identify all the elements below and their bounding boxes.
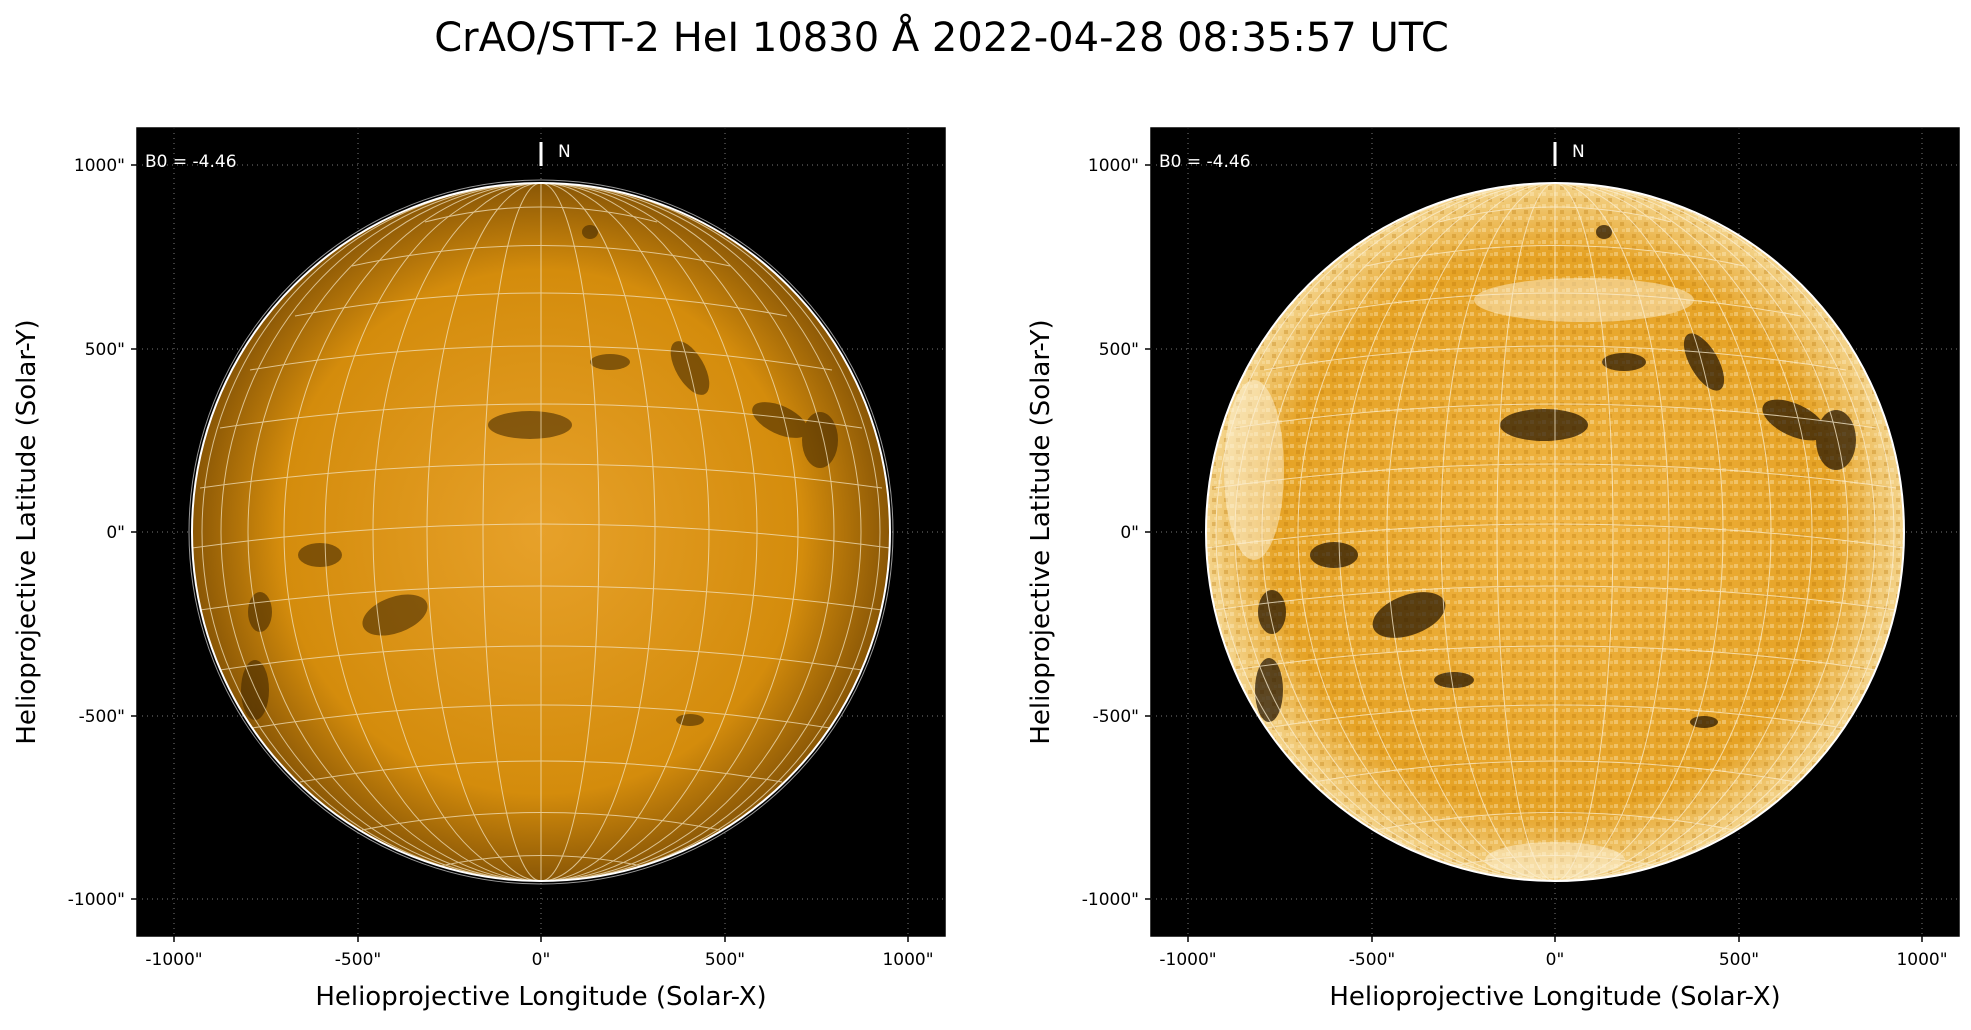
right-solar-image-panel: N B0 = -4.46 1000" 500" 0" -500" -1000" … — [1014, 0, 1971, 1026]
y-tick-label: -500" — [79, 707, 125, 727]
north-label: N — [1572, 142, 1585, 162]
y-axis — [131, 164, 137, 900]
x-tick-label: 500" — [705, 950, 745, 970]
x-tick-label: -500" — [335, 950, 381, 970]
left-solar-image-panel: N B0 = -4.46 1000" 500" 0" -500" -1000" … — [0, 0, 985, 1026]
x-tick-label: 0" — [1546, 950, 1565, 970]
limb-circle — [1205, 182, 1905, 882]
figure-title: CrAO/STT-2 HeI 10830 Å 2022-04-28 08:35:… — [434, 15, 1449, 61]
y-tick-label: 1000" — [1088, 156, 1139, 176]
y-axis-label: Helioprojective Latitude (Solar-Y) — [12, 319, 42, 744]
x-axis-label: Helioprojective Longitude (Solar-X) — [315, 982, 766, 1012]
heliographic-grid — [1206, 183, 1904, 881]
y-tick-label: 0" — [106, 523, 125, 543]
y-axis — [1145, 164, 1151, 900]
y-tick-label: 500" — [85, 340, 125, 360]
x-tick-label: 0" — [532, 950, 551, 970]
x-tick-label: 500" — [1719, 950, 1759, 970]
limb-circle — [191, 182, 891, 882]
b0-annotation: B0 = -4.46 — [1159, 152, 1251, 172]
heliographic-grid — [192, 183, 890, 881]
y-tick-label: -1000" — [68, 890, 125, 910]
x-tick-label: -1000" — [1159, 950, 1216, 970]
x-axis — [1187, 936, 1923, 942]
y-tick-label: 500" — [1099, 340, 1139, 360]
x-tick-label: -500" — [1349, 950, 1395, 970]
x-tick-label: -1000" — [145, 950, 202, 970]
x-axis-label: Helioprojective Longitude (Solar-X) — [1329, 982, 1780, 1012]
y-axis-label: Helioprojective Latitude (Solar-Y) — [1026, 319, 1056, 744]
b0-annotation: B0 = -4.46 — [145, 152, 237, 172]
y-tick-label: 0" — [1120, 523, 1139, 543]
x-tick-label: 1000" — [1896, 950, 1947, 970]
x-tick-label: 1000" — [882, 950, 933, 970]
dark-features — [241, 225, 838, 726]
y-tick-label: -1000" — [1082, 890, 1139, 910]
north-label: N — [558, 142, 571, 162]
x-axis — [173, 936, 909, 942]
y-tick-label: 1000" — [74, 156, 125, 176]
y-tick-label: -500" — [1093, 707, 1139, 727]
